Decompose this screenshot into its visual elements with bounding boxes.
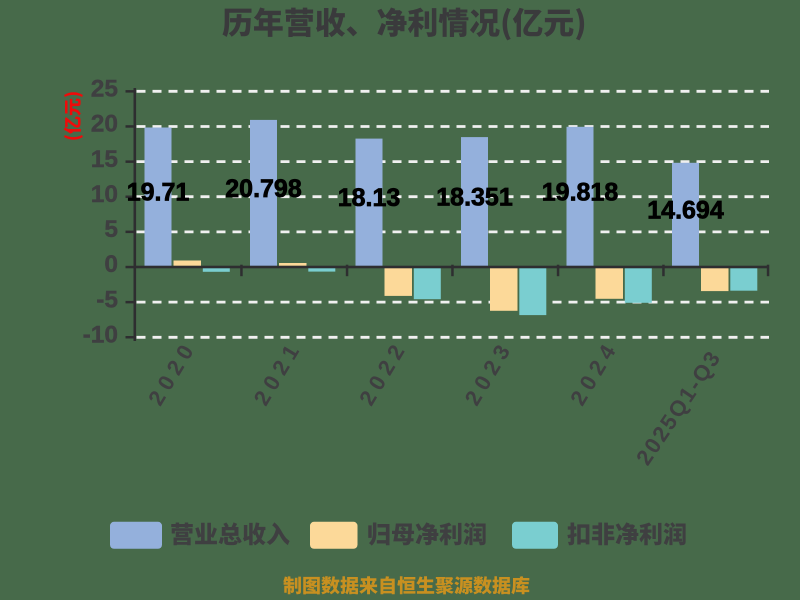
svg-text:5: 5 [104, 216, 118, 243]
svg-text:20: 20 [91, 111, 118, 138]
svg-text:0: 0 [104, 251, 118, 278]
svg-text:-10: -10 [83, 322, 118, 349]
svg-text:18.351: 18.351 [436, 184, 513, 212]
svg-text:14.694: 14.694 [647, 196, 724, 224]
svg-text:19.71: 19.71 [127, 179, 190, 207]
svg-text:18.13: 18.13 [338, 184, 401, 212]
svg-text:15: 15 [91, 146, 118, 173]
svg-text:-5: -5 [96, 286, 118, 313]
svg-text:19.818: 19.818 [542, 178, 619, 206]
svg-text:10: 10 [91, 181, 118, 208]
svg-text:25: 25 [91, 76, 118, 103]
svg-text:20.798: 20.798 [225, 175, 302, 203]
